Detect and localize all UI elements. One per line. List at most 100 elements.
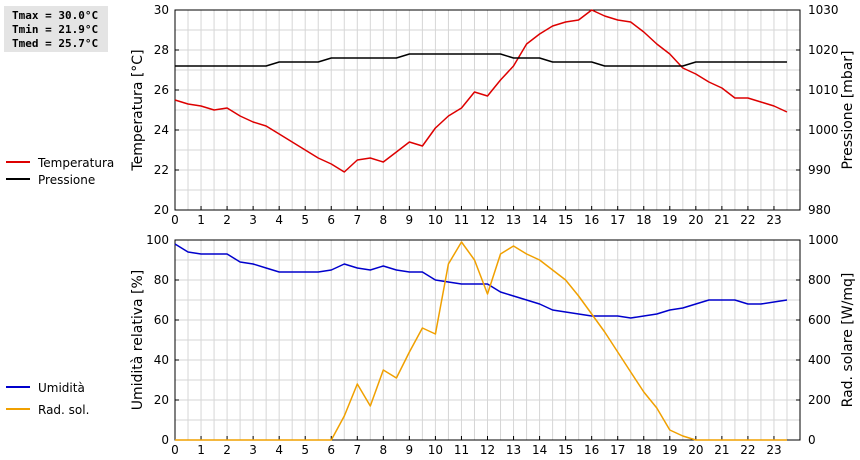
- temperature-grid: [175, 10, 800, 210]
- x-tick-label: 12: [480, 213, 495, 227]
- radiation-axis-label: Rad. solare [W/mq]: [840, 273, 856, 408]
- temperature-axis-ticks: 20 22 24 26 28 30: [154, 3, 179, 217]
- x-tick-label: 16: [584, 443, 599, 457]
- x-tick-label: 17: [610, 213, 625, 227]
- tmax-label: Tmax = 30.0°C: [12, 9, 99, 22]
- x-tick-label: 2: [223, 213, 231, 227]
- tmin-label: Tmin = 21.9°C: [12, 23, 99, 36]
- legend-radiation-label: Rad. sol.: [38, 403, 89, 417]
- x-tick-label: 20: [688, 213, 703, 227]
- temperature-pressure-lines: [174, 9, 788, 173]
- x-tick-label: 16: [584, 213, 599, 227]
- x-tick-label: 7: [353, 213, 361, 227]
- legend-bottom: Umidità Rad. sol.: [6, 381, 89, 417]
- x-tick-label: 14: [532, 213, 547, 227]
- x-tick-label: 21: [714, 213, 729, 227]
- temperature-axis-label: Temperatura [°C]: [130, 49, 146, 171]
- x-tick-label: 22: [740, 213, 755, 227]
- x-tick-label: 11: [454, 213, 469, 227]
- y-right-tick-label: 800: [808, 273, 831, 287]
- x-tick-label: 4: [275, 443, 283, 457]
- x-tick-label: 9: [406, 443, 414, 457]
- y-right-tick-label: 1000: [808, 233, 839, 247]
- y-left-tick-label: 20: [154, 393, 169, 407]
- y-right-tick-label: 990: [808, 163, 831, 177]
- x-tick-label: 13: [506, 443, 521, 457]
- x-tick-label: 5: [301, 213, 309, 227]
- x-tick-label: 8: [380, 443, 388, 457]
- x-tick-label: 20: [688, 443, 703, 457]
- x-tick-label: 18: [636, 443, 651, 457]
- y-right-tick-label: 0: [808, 433, 816, 447]
- y-left-tick-label: 24: [154, 123, 169, 137]
- hour-axis-ticks-bottom: 0 1 2 3 4 5 6 7 8 9 10 11 12 13 14 15 16 17 18 19 20 21 22 23: [171, 436, 782, 457]
- x-tick-label: 8: [380, 213, 388, 227]
- y-right-tick-label: 980: [808, 203, 831, 217]
- x-tick-label: 22: [740, 443, 755, 457]
- x-tick-label: 4: [275, 213, 283, 227]
- y-left-tick-label: 26: [154, 83, 169, 97]
- x-tick-label: 10: [428, 213, 443, 227]
- y-right-tick-label: 1010: [808, 83, 839, 97]
- x-tick-label: 9: [406, 213, 414, 227]
- x-tick-label: 5: [301, 443, 309, 457]
- humidity-axis-label: Umidità relativa [%]: [130, 270, 146, 411]
- y-right-tick-label: 400: [808, 353, 831, 367]
- hour-axis-ticks-top: 0 1 2 3 4 5 6 7 8 9 10 11 12 13 14 15 16 17 18 19 20 21 22 23: [171, 206, 782, 227]
- y-left-tick-label: 60: [154, 313, 169, 327]
- legend-pressure-label: Pressione: [38, 173, 95, 187]
- x-tick-label: 1: [197, 213, 205, 227]
- radiation-axis-ticks: 0 200 400 600 800 1000: [796, 233, 839, 447]
- x-tick-label: 11: [454, 443, 469, 457]
- y-left-tick-label: 20: [154, 203, 169, 217]
- x-tick-label: 1: [197, 443, 205, 457]
- humidity-grid: [175, 240, 800, 440]
- umidit-line: [174, 243, 788, 319]
- x-tick-label: 0: [171, 443, 179, 457]
- x-tick-label: 13: [506, 213, 521, 227]
- y-right-tick-label: 1030: [808, 3, 839, 17]
- x-tick-label: 7: [353, 443, 361, 457]
- x-tick-label: 19: [662, 213, 677, 227]
- x-tick-label: 3: [249, 213, 257, 227]
- pressure-axis-label: Pressione [mbar]: [840, 50, 856, 169]
- x-tick-label: 10: [428, 443, 443, 457]
- x-tick-label: 23: [766, 443, 781, 457]
- y-left-tick-label: 0: [161, 433, 169, 447]
- x-tick-label: 15: [558, 443, 573, 457]
- y-left-tick-label: 28: [154, 43, 169, 57]
- x-tick-label: 14: [532, 443, 547, 457]
- y-left-tick-label: 100: [146, 233, 169, 247]
- x-tick-label: 23: [766, 213, 781, 227]
- pressure-axis-ticks: 980 990 1000 1010 1020 1030: [796, 3, 839, 217]
- x-tick-label: 18: [636, 213, 651, 227]
- x-tick-label: 2: [223, 443, 231, 457]
- legend-temperature-label: Temperatura: [37, 156, 114, 170]
- legend-top: Temperatura Pressione: [6, 156, 114, 187]
- humidity-radiation-lines: [174, 241, 788, 441]
- x-tick-label: 12: [480, 443, 495, 457]
- x-tick-label: 21: [714, 443, 729, 457]
- y-left-tick-label: 22: [154, 163, 169, 177]
- x-tick-label: 15: [558, 213, 573, 227]
- y-left-tick-label: 40: [154, 353, 169, 367]
- x-tick-label: 19: [662, 443, 677, 457]
- x-tick-label: 6: [327, 213, 335, 227]
- rad-sol-line: [175, 241, 787, 441]
- y-right-tick-label: 1000: [808, 123, 839, 137]
- statistics-box: Tmax = 30.0°C Tmin = 21.9°C Tmed = 25.7°C: [4, 6, 108, 52]
- legend-humidity-label: Umidità: [38, 381, 85, 395]
- y-left-tick-label: 30: [154, 3, 169, 17]
- temperatura-line: [174, 9, 788, 173]
- x-tick-label: 6: [327, 443, 335, 457]
- humidity-axis-ticks: 0 20 40 60 80 100: [146, 233, 179, 447]
- x-tick-label: 17: [610, 443, 625, 457]
- y-right-tick-label: 200: [808, 393, 831, 407]
- x-tick-label: 0: [171, 213, 179, 227]
- y-right-tick-label: 600: [808, 313, 831, 327]
- y-right-tick-label: 1020: [808, 43, 839, 57]
- y-left-tick-label: 80: [154, 273, 169, 287]
